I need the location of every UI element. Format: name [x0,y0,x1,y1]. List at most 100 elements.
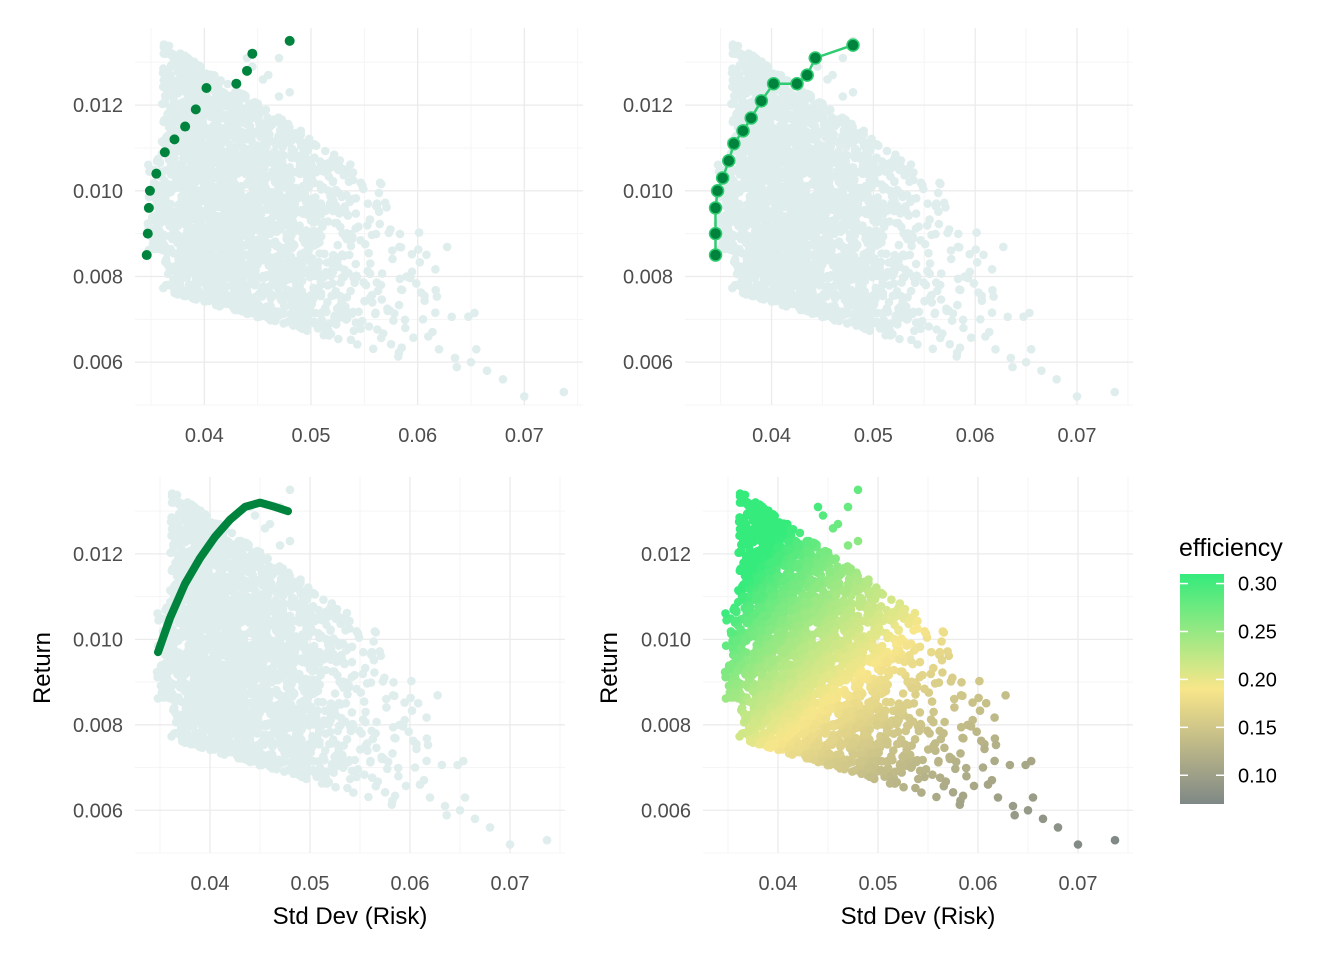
portfolio-point [352,318,361,327]
portfolio-point [417,288,426,297]
portfolio-point [308,161,317,170]
portfolio-point [447,313,456,322]
portfolio-point [150,179,159,188]
portfolio-point [240,119,249,128]
portfolio-point [879,289,888,298]
portfolio-point [889,267,898,276]
portfolio-point [350,279,359,288]
portfolio-point [320,218,329,227]
portfolio-point [338,193,347,202]
portfolio-point [1019,312,1028,321]
portfolio-point [381,199,390,208]
portfolio-point [1008,363,1017,372]
x-tick-label: 0.06 [398,425,437,447]
portfolio-point [297,142,306,151]
portfolio-point [935,220,944,229]
portfolio-point [314,227,323,236]
portfolio-point [156,158,165,167]
portfolio-point [304,251,313,260]
portfolio-point [198,246,207,255]
portfolio-point [292,282,301,291]
portfolio-point [149,216,158,225]
portfolio-point [266,301,275,310]
portfolio-point [988,308,997,317]
portfolio-point [200,95,209,104]
portfolio-point [235,127,244,136]
frontier-point [142,250,152,260]
portfolio-point [347,336,356,345]
portfolio-point [177,146,186,155]
portfolio-point [212,261,221,270]
portfolio-point [303,239,312,248]
portfolio-point [742,239,751,248]
frontier-point [144,203,154,213]
portfolio-point [228,194,237,203]
portfolio-point [190,209,199,218]
portfolio-point [172,289,181,298]
portfolio-point [213,96,222,105]
portfolio-point [912,260,921,269]
portfolio-point [259,75,268,84]
portfolio-point [988,265,997,274]
frontier-point [247,49,257,59]
y-tick-label: 0.006 [623,352,673,374]
portfolio-point [305,272,314,281]
portfolio-point [152,245,161,254]
portfolio-point [160,49,169,58]
portfolio-point [372,230,381,239]
portfolio-point [811,125,820,134]
portfolio-point [169,279,178,288]
portfolio-point [401,324,410,333]
portfolio-point [212,212,221,221]
portfolio-point [273,241,282,250]
portfolio-point [912,194,921,203]
portfolio-point [378,269,387,278]
portfolio-point [879,210,888,219]
portfolio-point [933,287,942,296]
portfolio-point [859,316,868,325]
portfolio-point [231,306,240,315]
portfolio-point [155,231,164,240]
portfolio-point [182,254,191,263]
portfolio-point [860,142,869,151]
portfolio-point [907,336,916,345]
portfolio-point [155,205,164,214]
portfolio-point [211,274,220,283]
portfolio-point [220,155,229,164]
portfolio-point [352,194,361,203]
portfolio-point [182,222,191,231]
portfolio-point [272,280,281,289]
portfolio-point [302,194,311,203]
portfolio-point [278,115,287,124]
portfolio-point [289,308,298,317]
portfolio-point [321,167,330,176]
portfolio-point [840,214,849,223]
portfolio-point [329,177,338,186]
portfolio-point [170,156,179,165]
y-tick-label: 0.010 [73,181,123,203]
portfolio-point [306,291,315,300]
portfolio-point [916,236,925,245]
portfolio-point [246,125,255,134]
portfolio-point [397,343,406,352]
portfolio-point [875,319,884,328]
portfolio-point [215,302,224,311]
portfolio-point [794,272,803,281]
portfolio-point [203,213,212,222]
portfolio-point [255,208,264,217]
portfolio-point [911,279,920,288]
portfolio-point [999,243,1008,252]
portfolio-point [771,167,780,176]
portfolio-point [271,137,280,146]
portfolio-point [174,56,183,65]
portfolio-point [320,331,329,340]
portfolio-point [144,161,153,170]
portfolio-point [909,168,918,177]
portfolio-point [267,291,276,300]
portfolio-point [424,332,433,341]
portfolio-point [973,258,982,267]
portfolio-point [974,288,983,297]
portfolio-point [220,114,229,123]
portfolio-point [750,222,759,231]
portfolio-point [278,180,287,189]
